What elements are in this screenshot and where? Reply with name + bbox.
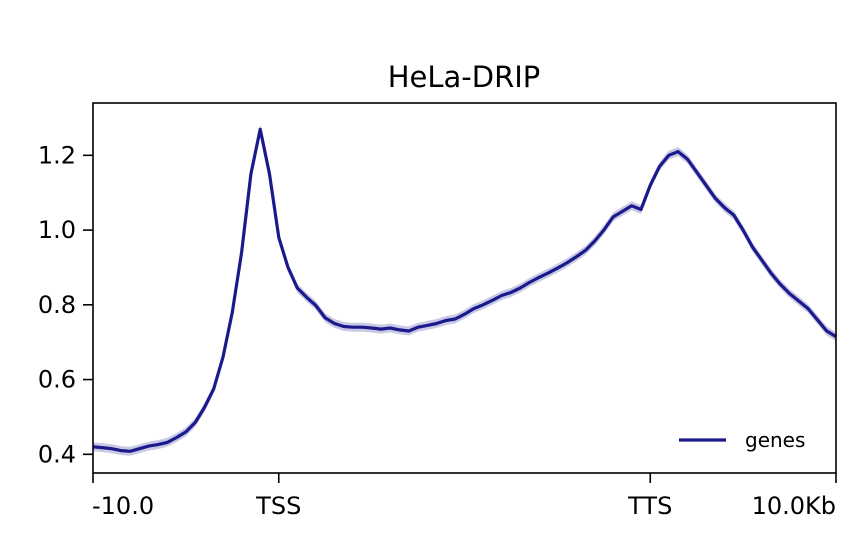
x-tick-label: -10.0 xyxy=(92,492,154,520)
legend: genes xyxy=(679,428,805,452)
series-line-layer xyxy=(92,127,837,453)
plot-frame xyxy=(92,102,837,474)
x-tick-label: TSS xyxy=(255,492,301,520)
legend-label-genes: genes xyxy=(745,428,805,452)
x-axis: -10.0 TSS TTS 10.0Kb xyxy=(92,473,837,520)
y-tick-label: 0.4 xyxy=(38,440,76,468)
y-tick-label: 1.0 xyxy=(38,216,76,244)
x-tick-label: 10.0Kb xyxy=(752,492,836,520)
y-axis: 0.4 0.6 0.8 1.0 1.2 xyxy=(38,141,93,468)
y-tick-label: 1.2 xyxy=(38,141,76,169)
y-tick-label: 0.6 xyxy=(38,366,76,394)
x-tick-label: TTS xyxy=(627,492,672,520)
y-tick-label: 0.8 xyxy=(38,291,76,319)
series-line-genes xyxy=(92,127,837,453)
chart-title: HeLa-DRIP xyxy=(388,60,541,94)
